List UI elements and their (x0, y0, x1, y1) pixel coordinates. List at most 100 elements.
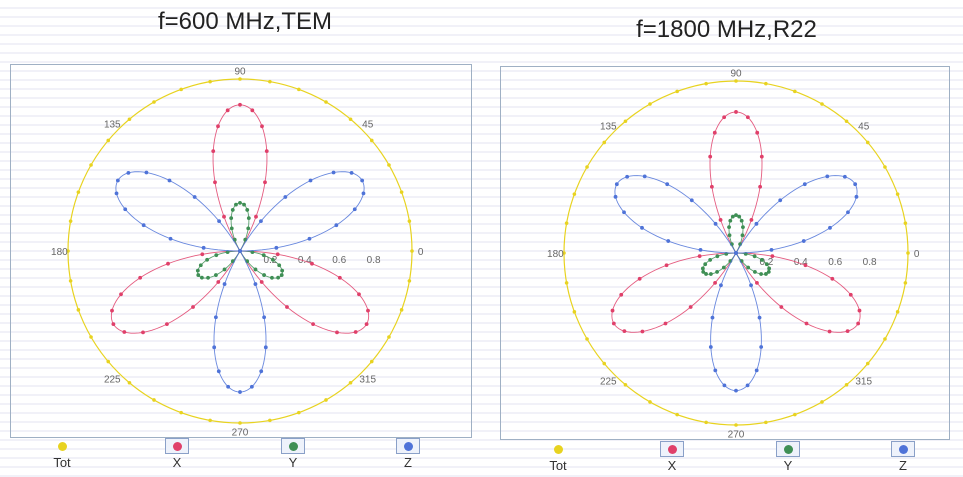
series-x-point (708, 154, 713, 159)
series-tot-point (369, 359, 374, 364)
series-z-point (144, 170, 149, 175)
radial-tick-label: 0.4 (298, 255, 312, 266)
series-tot-point (895, 310, 900, 314)
series-tot-point (793, 412, 797, 417)
series-x-line (611, 111, 861, 333)
series-z-line (614, 175, 858, 392)
legend-item-y: Y (768, 441, 808, 473)
series-z-point (757, 315, 762, 320)
series-tot-point (734, 79, 738, 83)
series-y-point (704, 272, 708, 276)
series-x-line (110, 104, 370, 334)
angle-tick-label: 225 (104, 375, 121, 386)
series-z-point (614, 182, 619, 187)
radial-tick-label: 0.4 (794, 257, 808, 268)
series-z-point (283, 195, 288, 199)
radial-tick-label: 0.6 (828, 257, 842, 268)
series-z-point (710, 315, 715, 320)
series-x-point (259, 280, 264, 284)
series-y-point (709, 272, 713, 276)
legend-label: Tot (549, 458, 567, 473)
series-tot-point (764, 420, 768, 425)
series-x-point (688, 305, 693, 309)
series-x-point (713, 281, 717, 285)
series-x-point (611, 321, 616, 326)
series-z-point (263, 345, 268, 350)
series-tot-point (562, 251, 566, 255)
legend-item-tot: Tot (538, 441, 578, 473)
radial-tick-label: 0.8 (863, 257, 877, 268)
series-y-point (230, 208, 235, 212)
series-tot-point (764, 81, 768, 86)
series-y-point (753, 270, 757, 274)
series-tot-point (844, 119, 849, 124)
series-z-point (334, 223, 339, 228)
chart-title: f=1800 MHz,R22 (636, 16, 817, 43)
series-y-point (214, 273, 218, 277)
series-z-point (201, 245, 206, 250)
series-tot-point (623, 382, 628, 387)
series-x-point (640, 329, 645, 334)
legend-label: X (172, 455, 182, 470)
series-y-point (280, 268, 285, 273)
series-tot-point (648, 102, 652, 106)
legend-item-x: X (157, 438, 197, 470)
series-tot-point (106, 138, 111, 143)
legend-label: Z (404, 455, 412, 470)
series-y-point (727, 225, 731, 230)
series-x-point (222, 214, 226, 219)
series-tot-point (704, 420, 708, 425)
series-y-point (766, 270, 771, 274)
series-tot-point (208, 418, 212, 423)
series-y-point (721, 265, 726, 270)
series-y-point (238, 200, 242, 205)
series-x-point (663, 321, 668, 326)
series-z-point (259, 219, 263, 224)
series-y-point (270, 275, 274, 280)
series-z-point (754, 368, 759, 373)
series-y-point (195, 268, 200, 273)
series-z-point (238, 249, 242, 253)
series-z-point (192, 195, 197, 199)
series-tot-point (66, 249, 70, 253)
series-x-point (637, 276, 642, 281)
series-tot-point (734, 423, 738, 427)
series-x-point (335, 330, 339, 335)
series-tot-point (387, 163, 391, 167)
series-x-point (264, 149, 269, 154)
series-z-point (698, 248, 703, 252)
series-z-point (749, 283, 753, 288)
series-tot-point (906, 251, 910, 255)
series-x-point (250, 108, 255, 113)
series-x-point (759, 154, 764, 159)
series-tot-point (865, 140, 870, 145)
series-x-point (364, 322, 369, 326)
angle-tick-label: 135 (104, 119, 121, 130)
series-tot-point (238, 77, 242, 81)
series-z-point (754, 221, 759, 226)
series-x-point (712, 130, 717, 135)
series-z-point (262, 315, 267, 320)
series-x-point (366, 308, 370, 313)
series-z-point (222, 282, 227, 286)
angle-tick-label: 90 (234, 66, 246, 77)
series-z-point (854, 194, 859, 199)
series-z-point (759, 345, 764, 349)
series-y-point (740, 233, 745, 238)
series-x-point (216, 124, 220, 129)
series-x-point (285, 305, 289, 309)
series-z-point (212, 345, 217, 350)
series-x-point (755, 281, 759, 285)
series-z-point (846, 210, 850, 215)
series-x-point (166, 261, 170, 266)
angle-tick-label: 180 (51, 247, 68, 258)
series-tot-point (865, 361, 870, 366)
series-tot-point (238, 421, 242, 425)
series-x-point (238, 102, 242, 107)
series-x-point (216, 280, 221, 284)
angle-tick-label: 90 (730, 68, 742, 79)
series-y-point (229, 216, 234, 221)
series-x-point (165, 322, 169, 326)
